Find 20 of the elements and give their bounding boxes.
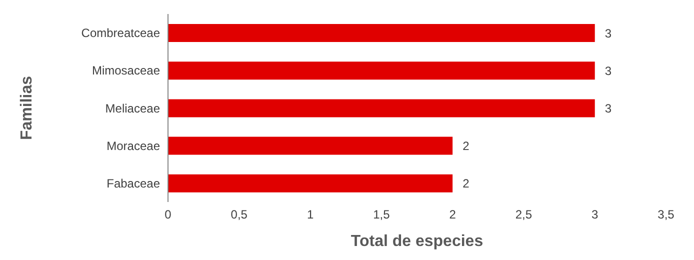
x-tick-label: 2 — [449, 208, 456, 222]
data-label: 2 — [462, 139, 470, 154]
y-tick-label: Meliaceae — [105, 101, 160, 116]
data-label: 2 — [462, 176, 470, 191]
data-label: 3 — [604, 101, 612, 116]
x-tick-label: 1,5 — [373, 208, 390, 222]
x-tick-label: 1 — [306, 208, 314, 222]
data-label: 3 — [604, 64, 612, 78]
x-tick-label: 0 — [164, 208, 172, 222]
x-axis-title: Total de especies — [350, 233, 484, 250]
y-tick-label: Moraceae — [106, 138, 160, 153]
x-tick-label: 0,5 — [230, 208, 248, 222]
x-tick-label: 3 — [592, 208, 599, 222]
y-tick-label: Mimosaceae — [92, 64, 160, 78]
y-tick-label: Fabaceae — [106, 176, 160, 190]
y-tick-label: Combreatceae — [81, 26, 160, 40]
x-tick-label: 3,5 — [658, 208, 675, 222]
data-label: 3 — [604, 26, 612, 40]
x-tick-label: 2,5 — [515, 208, 532, 222]
y-axis-title: Familias — [18, 76, 36, 140]
